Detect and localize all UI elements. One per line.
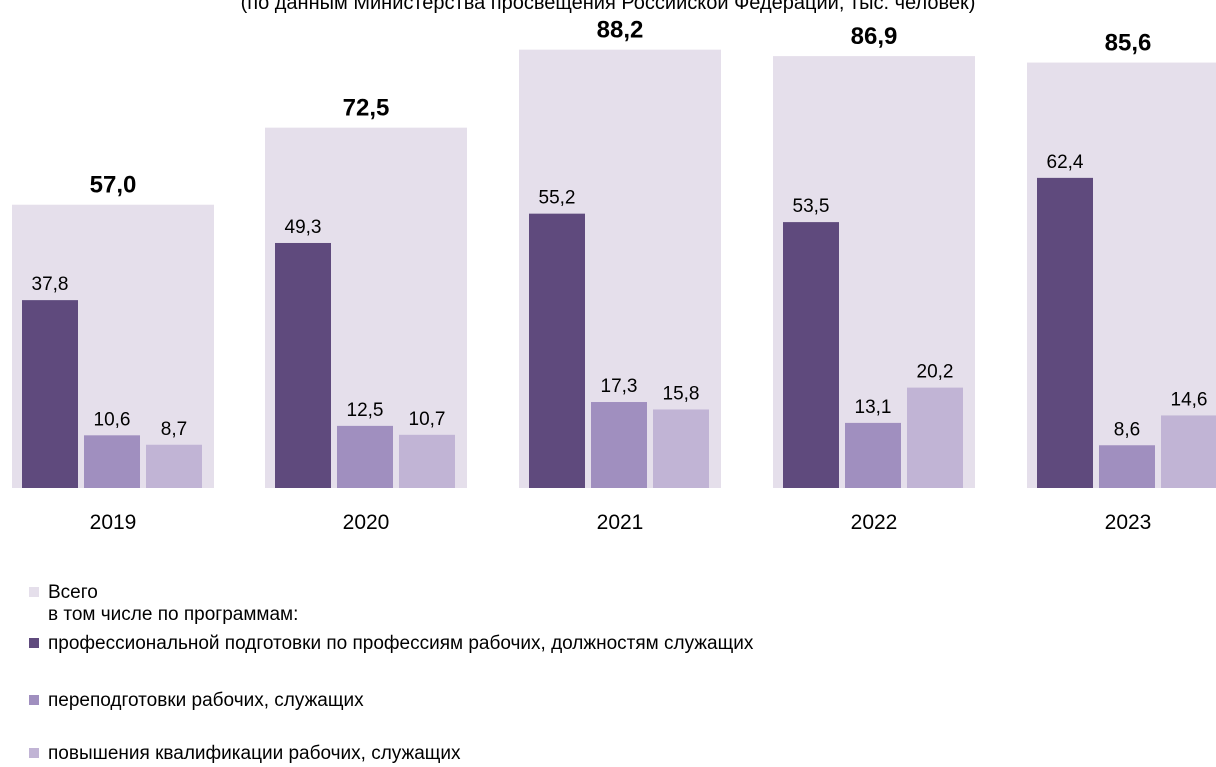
- tick-label-2022: 2022: [851, 511, 898, 534]
- tick-label-2019: 2019: [90, 511, 137, 534]
- legend-professional: профессиональной подготовки по профессия…: [29, 633, 753, 655]
- legend-note: в том числе по программам:: [48, 604, 299, 625]
- legend-label-retraining: переподготовки рабочих, служащих: [48, 690, 364, 711]
- label-series1-2022: 53,5: [793, 196, 830, 217]
- label-total-2022: 86,9: [851, 23, 898, 50]
- label-total-2023: 85,6: [1105, 30, 1152, 57]
- bar-series3-2021: [653, 409, 709, 488]
- legend-swatch-qualification: [29, 748, 39, 758]
- bar-series2-2021: [591, 402, 647, 488]
- legend-label-professional: профессиональной подготовки по профессия…: [48, 633, 754, 654]
- bar-series3-2023: [1161, 415, 1216, 488]
- bar-series1-2020: [275, 242, 331, 488]
- legend-swatch-professional: [29, 638, 39, 648]
- legend-swatch-retraining: [29, 695, 39, 705]
- bar-series3-2019: [146, 444, 202, 488]
- chart-subtitle: (по данным Министерства просвещения Росс…: [240, 0, 976, 14]
- legend-total: Всего в том числе по программам:: [29, 582, 298, 626]
- bar-series1-2021: [529, 213, 585, 488]
- label-series2-2023: 8,6: [1114, 419, 1140, 440]
- label-series1-2019: 37,8: [32, 274, 69, 295]
- bar-series3-2020: [399, 434, 455, 488]
- label-series1-2021: 55,2: [539, 188, 576, 209]
- tick-label-2023: 2023: [1105, 511, 1152, 534]
- label-series3-2023: 14,6: [1171, 389, 1208, 410]
- tick-label-2021: 2021: [597, 511, 644, 534]
- legend-qualification: повышения квалификации рабочих, служащих: [29, 743, 461, 765]
- label-total-2020: 72,5: [343, 95, 390, 122]
- label-series3-2021: 15,8: [663, 383, 700, 404]
- label-series1-2020: 49,3: [285, 217, 322, 238]
- label-series2-2019: 10,6: [94, 409, 131, 430]
- label-series2-2020: 12,5: [347, 400, 384, 421]
- label-total-2019: 57,0: [90, 172, 137, 199]
- tick-label-2020: 2020: [343, 511, 390, 534]
- legend-label-qualification: повышения квалификации рабочих, служащих: [48, 743, 461, 764]
- bar-series2-2019: [84, 435, 140, 488]
- bar-series2-2020: [337, 425, 393, 488]
- label-series3-2019: 8,7: [161, 419, 187, 440]
- label-series2-2022: 13,1: [855, 397, 892, 418]
- label-series2-2021: 17,3: [601, 376, 638, 397]
- bar-chart: 57,0 37,8 10,6 8,7 2019 72,5 49,3 12,5 10,7 2020 8…: [12, 17, 1216, 534]
- label-total-2021: 88,2: [597, 17, 644, 44]
- legend-swatch-total: [29, 587, 39, 597]
- bar-series1-2019: [22, 300, 78, 488]
- legend-label-total: Всего: [48, 582, 98, 603]
- label-series1-2023: 62,4: [1047, 152, 1084, 173]
- bar-series3-2022: [907, 387, 963, 488]
- label-series3-2022: 20,2: [917, 362, 954, 383]
- bar-series2-2023: [1099, 445, 1155, 488]
- label-series3-2020: 10,7: [409, 409, 446, 430]
- bar-series1-2023: [1037, 177, 1093, 488]
- legend-retraining: переподготовки рабочих, служащих: [29, 690, 364, 712]
- bar-series1-2022: [783, 222, 839, 489]
- bar-series2-2022: [845, 422, 901, 488]
